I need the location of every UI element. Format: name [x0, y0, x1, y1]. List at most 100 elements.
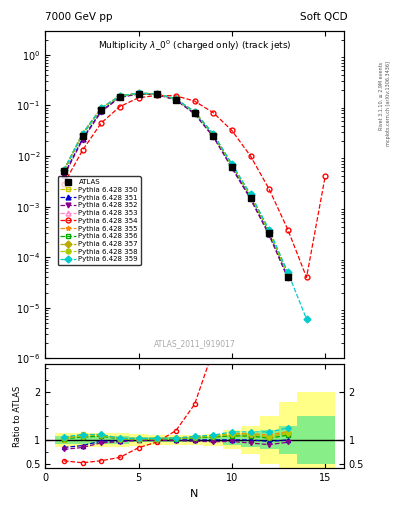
Pythia 6.428 354 — [99, 120, 104, 126]
Pythia 6.428 358 — [155, 91, 160, 97]
Pythia 6.428 354 — [192, 98, 197, 104]
Pythia 6.428 354 — [323, 173, 328, 179]
ATLAS — [80, 133, 85, 139]
Pythia 6.428 357 — [211, 131, 216, 137]
Pythia 6.428 357 — [136, 90, 141, 96]
Text: ATLAS_2011_I919017: ATLAS_2011_I919017 — [154, 339, 235, 349]
Pythia 6.428 354 — [62, 181, 66, 187]
Pythia 6.428 352 — [230, 165, 234, 171]
Pythia 6.428 351 — [118, 94, 122, 100]
ATLAS — [155, 91, 160, 97]
Pythia 6.428 351 — [248, 195, 253, 201]
Line: Pythia 6.428 357: Pythia 6.428 357 — [61, 91, 290, 276]
Pythia 6.428 356 — [99, 105, 104, 112]
Pythia 6.428 357 — [286, 271, 290, 278]
Pythia 6.428 359 — [267, 227, 272, 233]
Pythia 6.428 352 — [80, 137, 85, 143]
ATLAS — [267, 230, 272, 236]
Pythia 6.428 352 — [99, 109, 104, 115]
Pythia 6.428 353 — [174, 96, 178, 102]
Pythia 6.428 353 — [192, 109, 197, 115]
Pythia 6.428 359 — [304, 316, 309, 322]
Pythia 6.428 354 — [304, 274, 309, 281]
Pythia 6.428 352 — [155, 92, 160, 98]
Line: ATLAS: ATLAS — [61, 91, 291, 281]
Pythia 6.428 351 — [267, 231, 272, 237]
ATLAS — [99, 108, 104, 114]
Pythia 6.428 354 — [136, 95, 141, 101]
Pythia 6.428 359 — [155, 91, 160, 97]
Pythia 6.428 353 — [118, 93, 122, 99]
Line: Pythia 6.428 350: Pythia 6.428 350 — [61, 91, 290, 277]
Pythia 6.428 356 — [62, 168, 66, 174]
Pythia 6.428 359 — [286, 269, 290, 275]
Pythia 6.428 356 — [155, 91, 160, 97]
Pythia 6.428 351 — [80, 136, 85, 142]
Pythia 6.428 357 — [62, 167, 66, 174]
Pythia 6.428 359 — [62, 167, 66, 173]
Pythia 6.428 356 — [80, 132, 85, 138]
Pythia 6.428 356 — [230, 162, 234, 168]
Pythia 6.428 355 — [192, 109, 197, 115]
ATLAS — [230, 164, 234, 170]
Pythia 6.428 350 — [136, 90, 141, 96]
Pythia 6.428 358 — [230, 162, 234, 168]
Line: Pythia 6.428 354: Pythia 6.428 354 — [61, 93, 328, 280]
Pythia 6.428 351 — [136, 91, 141, 97]
Pythia 6.428 358 — [80, 131, 85, 137]
ATLAS — [248, 195, 253, 201]
Pythia 6.428 358 — [211, 131, 216, 137]
Pythia 6.428 356 — [267, 229, 272, 236]
Pythia 6.428 350 — [267, 228, 272, 234]
Text: Soft QCD: Soft QCD — [300, 11, 348, 22]
Pythia 6.428 351 — [155, 91, 160, 97]
Pythia 6.428 357 — [192, 109, 197, 115]
Pythia 6.428 351 — [62, 172, 66, 178]
Pythia 6.428 354 — [267, 186, 272, 193]
Pythia 6.428 351 — [99, 108, 104, 114]
Pythia 6.428 352 — [211, 134, 216, 140]
Legend: ATLAS, Pythia 6.428 350, Pythia 6.428 351, Pythia 6.428 352, Pythia 6.428 353, P: ATLAS, Pythia 6.428 350, Pythia 6.428 35… — [58, 176, 141, 265]
Pythia 6.428 358 — [286, 271, 290, 278]
Pythia 6.428 355 — [80, 131, 85, 137]
Pythia 6.428 355 — [248, 192, 253, 198]
Pythia 6.428 351 — [211, 133, 216, 139]
Pythia 6.428 353 — [248, 193, 253, 199]
Pythia 6.428 358 — [136, 90, 141, 96]
Pythia 6.428 351 — [286, 274, 290, 281]
Pythia 6.428 350 — [174, 96, 178, 102]
Pythia 6.428 359 — [192, 109, 197, 115]
Pythia 6.428 358 — [118, 93, 122, 99]
Pythia 6.428 350 — [248, 193, 253, 199]
Pythia 6.428 356 — [211, 132, 216, 138]
Pythia 6.428 357 — [267, 228, 272, 234]
Pythia 6.428 350 — [80, 131, 85, 137]
Pythia 6.428 354 — [155, 92, 160, 98]
Text: Multiplicity $\lambda\_0^0$ (charged only) (track jets): Multiplicity $\lambda\_0^0$ (charged onl… — [98, 39, 291, 53]
Pythia 6.428 359 — [118, 93, 122, 99]
Pythia 6.428 350 — [62, 168, 66, 175]
Pythia 6.428 350 — [230, 162, 234, 168]
Pythia 6.428 353 — [136, 90, 141, 96]
Pythia 6.428 355 — [286, 271, 290, 277]
Pythia 6.428 354 — [118, 103, 122, 110]
Pythia 6.428 353 — [99, 105, 104, 112]
X-axis label: N: N — [190, 489, 199, 499]
Pythia 6.428 353 — [211, 131, 216, 137]
Line: Pythia 6.428 351: Pythia 6.428 351 — [61, 91, 290, 280]
Pythia 6.428 357 — [248, 193, 253, 199]
Pythia 6.428 352 — [192, 111, 197, 117]
Pythia 6.428 354 — [230, 127, 234, 134]
Line: Pythia 6.428 356: Pythia 6.428 356 — [61, 91, 290, 278]
ATLAS — [136, 91, 141, 97]
Pythia 6.428 357 — [99, 105, 104, 111]
Pythia 6.428 355 — [230, 161, 234, 167]
Line: Pythia 6.428 352: Pythia 6.428 352 — [61, 92, 290, 281]
Pythia 6.428 352 — [248, 196, 253, 202]
Pythia 6.428 359 — [136, 90, 141, 96]
Line: Pythia 6.428 359: Pythia 6.428 359 — [61, 91, 309, 322]
Pythia 6.428 357 — [118, 93, 122, 99]
Pythia 6.428 358 — [192, 109, 197, 115]
Line: Pythia 6.428 353: Pythia 6.428 353 — [61, 91, 290, 276]
Pythia 6.428 357 — [155, 91, 160, 97]
